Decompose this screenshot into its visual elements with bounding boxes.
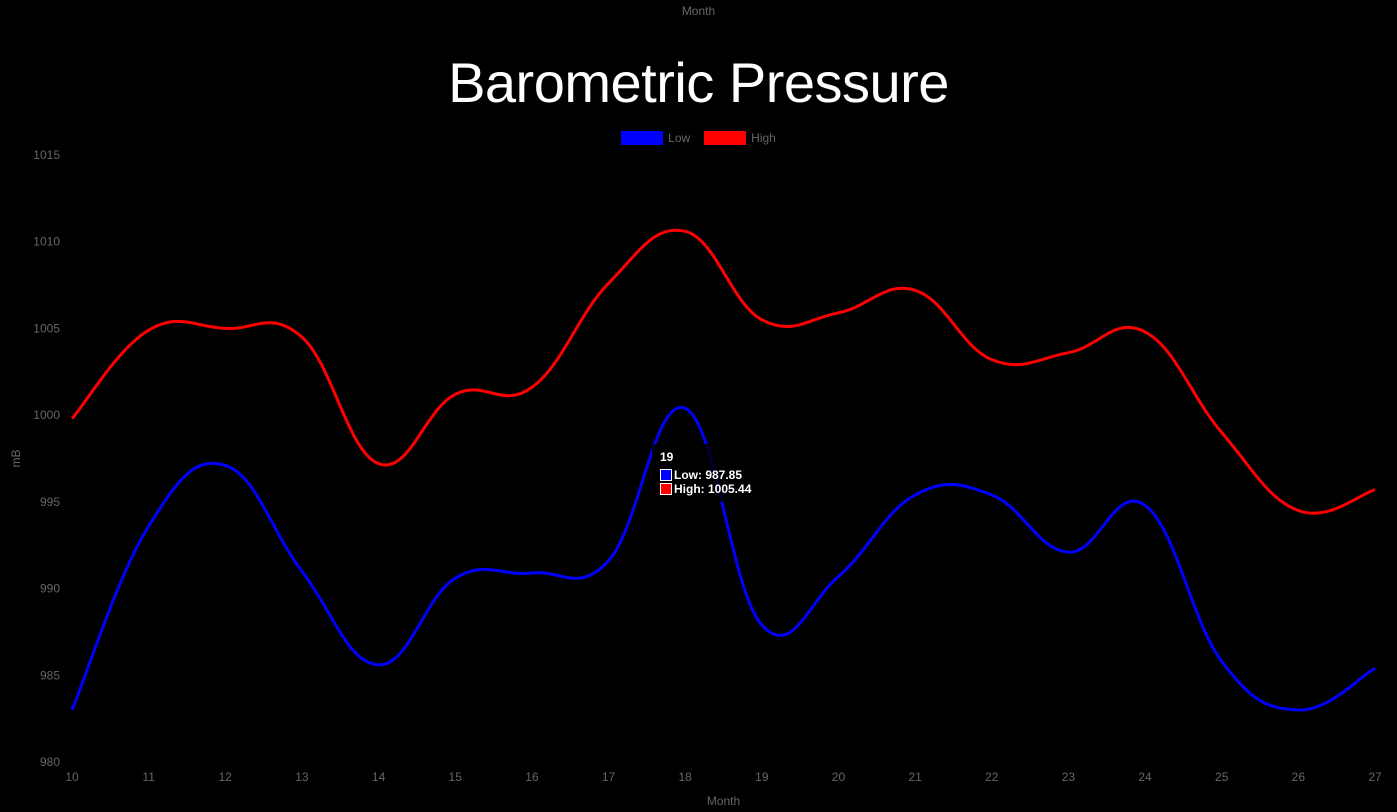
x-tick-label: 22 — [985, 770, 999, 784]
x-tick-label: 26 — [1292, 770, 1306, 784]
x-tick-label: 16 — [525, 770, 539, 784]
legend-swatch-low — [621, 131, 664, 145]
x-tick-label: 19 — [755, 770, 769, 784]
tooltip-label-low: Low: 987.85 — [674, 468, 743, 482]
chart-title: Barometric Pressure — [448, 51, 949, 114]
x-tick-label: 20 — [832, 770, 846, 784]
y-tick-label: 1015 — [33, 148, 60, 162]
tooltip-title: 19 — [660, 450, 674, 464]
x-tick-label: 10 — [65, 770, 79, 784]
x-tick-label: 23 — [1062, 770, 1076, 784]
x-tick-label: 12 — [219, 770, 233, 784]
y-tick-label: 980 — [40, 755, 60, 769]
tooltip-row-low: Low: 987.85 — [660, 468, 751, 482]
x-tick-label: 15 — [449, 770, 463, 784]
y-tick-label: 990 — [40, 582, 60, 596]
tooltip-row-high: High: 1005.44 — [660, 482, 751, 496]
tooltip: 19 Low: 987.85 High: 1005.44 — [652, 444, 760, 502]
legend-label-low: Low — [668, 131, 691, 145]
series-line-high[interactable] — [70, 228, 1376, 515]
series-lines — [70, 228, 1376, 712]
x-tick-label: 27 — [1368, 770, 1382, 784]
x-tick-label: 17 — [602, 770, 616, 784]
legend-item-low[interactable]: Low — [621, 131, 690, 145]
y-tick-label: 995 — [40, 495, 60, 509]
y-tick-label: 985 — [40, 668, 60, 682]
y-tick-label: 1000 — [33, 408, 60, 422]
x-tick-label: 18 — [678, 770, 692, 784]
x-tick-label: 21 — [908, 770, 922, 784]
x-tick-label: 24 — [1138, 770, 1152, 784]
y-axis-ticks: 1015 1010 1005 1000 995 990 985 980 — [33, 148, 60, 769]
series-line-low[interactable] — [70, 406, 1376, 712]
legend-label-high: High — [751, 131, 776, 145]
y-axis-title: mB — [9, 450, 23, 468]
x-axis-title: Month — [707, 794, 740, 808]
y-tick-label: 1005 — [33, 321, 60, 335]
x-axis-ticks: 10 11 12 13 14 15 16 17 18 19 20 21 22 23 24 25 26 27 — [65, 770, 1382, 784]
x-tick-label: 25 — [1215, 770, 1229, 784]
x-tick-label: 14 — [372, 770, 386, 784]
tooltip-label-high: High: 1005.44 — [674, 482, 752, 496]
legend-swatch-high — [704, 131, 747, 145]
legend: Low High — [0, 131, 1397, 145]
tooltip-swatch-high — [660, 483, 672, 495]
x-tick-label: 11 — [142, 770, 155, 784]
x-tick-label: 13 — [295, 770, 309, 784]
tooltip-swatch-low — [660, 469, 672, 481]
top-axis-title: Month — [681, 4, 716, 18]
legend-item-high[interactable]: High — [704, 131, 776, 145]
y-tick-label: 1010 — [33, 235, 60, 249]
